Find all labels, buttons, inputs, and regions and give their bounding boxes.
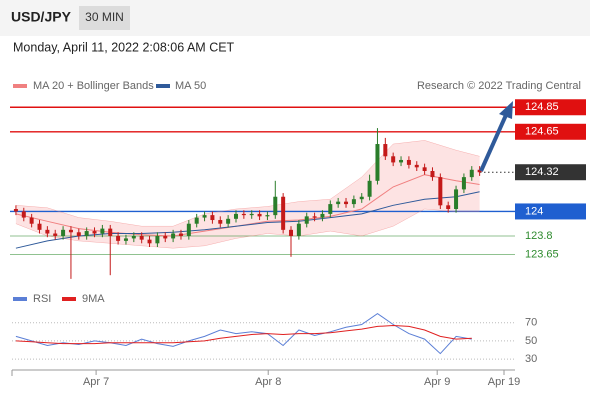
rsi-line bbox=[15, 324, 472, 345]
candle-body bbox=[391, 156, 396, 163]
candle-body bbox=[45, 229, 50, 234]
candle-body bbox=[13, 209, 18, 212]
legend-label: 9MA bbox=[82, 293, 105, 305]
candle-body bbox=[131, 235, 136, 239]
candle-body bbox=[68, 229, 73, 233]
bollinger-edge bbox=[15, 208, 480, 249]
candle-body bbox=[139, 235, 144, 240]
candle-body bbox=[375, 144, 380, 181]
legend-swatch bbox=[156, 84, 170, 88]
candle-body bbox=[312, 216, 317, 218]
candle-body bbox=[477, 169, 482, 173]
candle-body bbox=[53, 233, 58, 236]
level-label: 124.32 bbox=[525, 166, 559, 178]
datetime: Monday, April 11, 2022 2:08:06 AM CET bbox=[13, 40, 235, 54]
candle-body bbox=[163, 235, 168, 239]
candle-body bbox=[218, 220, 223, 224]
candle-body bbox=[241, 213, 246, 216]
candle-body bbox=[367, 180, 372, 197]
level-label: 124.85 bbox=[525, 101, 559, 113]
candle-body bbox=[281, 196, 286, 230]
candle-body bbox=[469, 169, 474, 178]
legend-swatch bbox=[62, 297, 76, 301]
legend-swatch bbox=[13, 84, 27, 88]
plot-layer: Apr 7 Apr 8 Apr 9 Apr 19 124.85 124.65 124.32 1… bbox=[10, 99, 586, 388]
candle-body bbox=[273, 196, 278, 216]
candle-body bbox=[430, 171, 435, 178]
candle-body bbox=[233, 213, 238, 219]
level-box bbox=[515, 99, 586, 116]
candle-body bbox=[344, 201, 349, 205]
candle-body bbox=[461, 177, 466, 190]
x-tick-label: Apr 19 bbox=[488, 376, 520, 388]
rsi-line bbox=[15, 312, 472, 355]
candle-body bbox=[92, 231, 97, 234]
x-tick-label: Apr 9 bbox=[424, 376, 450, 388]
candle-body bbox=[249, 213, 254, 216]
candle-body bbox=[123, 238, 128, 241]
candle-body bbox=[438, 177, 443, 206]
candle-body bbox=[304, 216, 309, 224]
candle-body bbox=[289, 229, 294, 236]
candle-body bbox=[226, 218, 231, 224]
candle-body bbox=[108, 228, 113, 236]
candle-body bbox=[116, 235, 121, 241]
candle-body bbox=[100, 228, 105, 234]
candle-body bbox=[61, 229, 66, 236]
pair: USD/JPY bbox=[11, 9, 72, 25]
x-tick-label: Apr 7 bbox=[83, 376, 109, 388]
candle-body bbox=[29, 217, 34, 224]
candle-body bbox=[171, 233, 176, 239]
level-label: 124.65 bbox=[525, 126, 559, 138]
candle-body bbox=[76, 232, 81, 236]
candle-body bbox=[414, 164, 419, 168]
y-tick-label: 30 bbox=[525, 353, 537, 365]
forecast-arrowhead bbox=[499, 101, 513, 119]
level-label: 123.65 bbox=[525, 248, 559, 260]
legend-label: RSI bbox=[33, 293, 51, 305]
level-box bbox=[515, 203, 586, 220]
candle-body bbox=[399, 159, 404, 163]
candle-body bbox=[422, 167, 427, 171]
candle-body bbox=[194, 217, 199, 224]
candle-body bbox=[320, 213, 325, 218]
candle-body bbox=[21, 211, 26, 218]
legend-swatch bbox=[13, 297, 27, 301]
level-label: 124 bbox=[525, 205, 543, 217]
bollinger-band bbox=[15, 140, 480, 249]
bollinger-edge bbox=[15, 140, 480, 227]
legend-label: MA 50 bbox=[175, 80, 206, 92]
legend-label: MA 20 + Bollinger Bands bbox=[33, 80, 154, 92]
candle-body bbox=[37, 223, 42, 230]
candle-body bbox=[328, 204, 333, 214]
candle-body bbox=[359, 196, 364, 200]
candle-body bbox=[178, 233, 183, 236]
candle-body bbox=[406, 159, 411, 165]
candle-body bbox=[202, 215, 207, 218]
candle-body bbox=[210, 215, 215, 221]
candle-body bbox=[155, 235, 160, 244]
y-tick-label: 50 bbox=[525, 335, 537, 347]
candle-body bbox=[446, 205, 451, 209]
candle-body bbox=[265, 215, 270, 217]
candle-body bbox=[84, 231, 89, 236]
level-box bbox=[515, 164, 586, 181]
candle-body bbox=[186, 223, 191, 236]
candle-body bbox=[454, 189, 459, 209]
candle-body bbox=[257, 213, 262, 217]
level-label: 123.8 bbox=[525, 230, 553, 242]
candle-body bbox=[296, 223, 301, 236]
candle-body bbox=[383, 144, 388, 157]
candle-body bbox=[351, 199, 356, 205]
credit: Research © 2022 Trading Central bbox=[417, 80, 581, 92]
y-tick-label: 70 bbox=[525, 317, 537, 329]
forecast-arrow bbox=[479, 114, 508, 172]
timeframe: 30 MIN bbox=[85, 10, 124, 24]
candle-body bbox=[336, 201, 341, 205]
x-tick-label: Apr 8 bbox=[255, 376, 281, 388]
candle-body bbox=[147, 239, 152, 244]
level-box bbox=[515, 123, 586, 140]
timeframe-badge[interactable] bbox=[79, 6, 130, 30]
